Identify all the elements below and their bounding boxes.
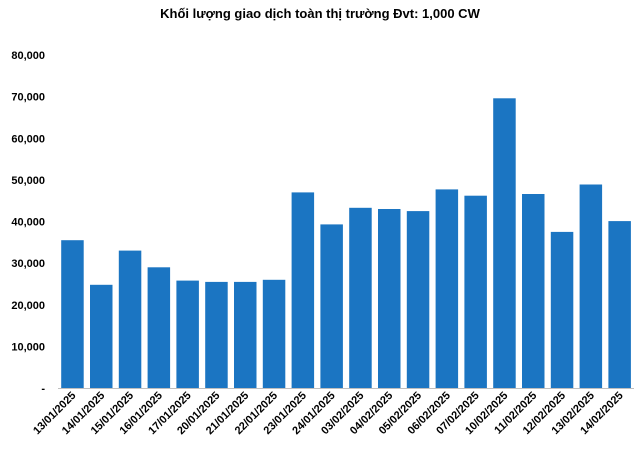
bar xyxy=(118,250,142,388)
y-tick-label: 20,000 xyxy=(11,300,45,312)
y-tick-label: 30,000 xyxy=(11,258,45,270)
y-tick-label: 80,000 xyxy=(11,50,45,62)
bar xyxy=(579,184,603,388)
y-tick-label: - xyxy=(41,383,45,395)
bar xyxy=(378,209,401,388)
bar xyxy=(320,224,343,388)
chart-title: Khối lượng giao dịch toàn thị trường Đvt… xyxy=(160,6,480,21)
bar xyxy=(464,195,487,388)
y-tick-label: 10,000 xyxy=(11,341,45,353)
bar xyxy=(205,281,228,388)
bar xyxy=(435,189,459,388)
y-axis-ticks: - 10,000 20,000 30,000 40,000 50,000 60,000 70,… xyxy=(11,50,45,395)
bar xyxy=(608,221,631,388)
bar xyxy=(90,284,113,388)
x-axis-ticks: 13/01/202514/01/202515/01/202516/01/2025… xyxy=(31,390,626,437)
y-tick-label: 50,000 xyxy=(11,175,45,187)
bar xyxy=(234,281,257,388)
bar xyxy=(176,280,199,388)
bar xyxy=(291,192,315,388)
y-tick-label: 40,000 xyxy=(11,217,45,229)
bar xyxy=(147,267,171,388)
y-tick-label: 60,000 xyxy=(11,133,45,145)
bars xyxy=(61,98,631,389)
bar xyxy=(349,207,372,388)
bar xyxy=(61,240,84,388)
y-tick-label: 70,000 xyxy=(11,92,45,104)
bar xyxy=(522,194,545,388)
bar xyxy=(550,231,574,388)
bar xyxy=(493,98,516,389)
bar xyxy=(406,211,430,388)
bar xyxy=(262,279,286,388)
